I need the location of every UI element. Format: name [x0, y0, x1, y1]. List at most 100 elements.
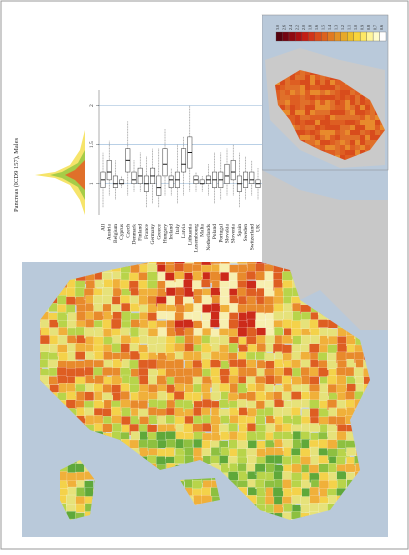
inset-region	[375, 125, 380, 130]
inset-region	[330, 140, 335, 145]
inset-region	[280, 95, 285, 100]
inset-region	[355, 90, 360, 95]
region	[147, 359, 158, 370]
legend-label: 0.6	[379, 25, 384, 30]
region	[309, 366, 319, 377]
region	[345, 391, 356, 400]
inset-region	[330, 120, 335, 125]
region	[156, 359, 166, 371]
legend-swatch	[353, 31, 361, 42]
inset-region	[310, 140, 315, 145]
x-tick-label: Czech	[125, 224, 131, 238]
region	[40, 343, 51, 353]
inset-region	[310, 95, 315, 100]
inset-region	[295, 95, 300, 100]
legend-swatch	[347, 31, 354, 42]
legend-label: 1.3	[333, 25, 338, 30]
inset-region	[315, 100, 320, 105]
inset-region	[375, 120, 380, 125]
region	[119, 279, 131, 290]
legend-swatch	[366, 31, 374, 42]
inset-region	[330, 90, 335, 95]
inset-region	[320, 80, 325, 85]
inset-region	[320, 145, 325, 150]
inset-region	[285, 80, 290, 85]
inset-region	[375, 115, 380, 120]
inset-region	[325, 125, 330, 130]
region	[103, 351, 113, 361]
x-tick-label: Poland	[212, 224, 218, 240]
x-tick-label: Portugal	[218, 224, 224, 243]
box	[119, 179, 125, 184]
region	[121, 311, 132, 322]
inset-region	[340, 145, 345, 150]
legend-swatch	[308, 31, 315, 42]
inset-region	[340, 155, 345, 160]
region	[75, 351, 86, 360]
region	[75, 463, 85, 473]
inset-region	[340, 105, 345, 110]
inset-region	[370, 130, 375, 135]
inset-region	[335, 130, 340, 135]
legend-label: 0.7	[372, 25, 377, 30]
inset-region	[355, 110, 360, 115]
inset-region	[335, 135, 340, 140]
inset-region	[350, 135, 355, 140]
inset-region	[310, 105, 315, 110]
region	[317, 319, 330, 328]
box	[106, 160, 112, 181]
legend-label: 1.5	[321, 25, 326, 30]
inset-region	[365, 110, 370, 115]
inset-region	[355, 105, 360, 110]
inset-region	[340, 140, 345, 145]
region	[328, 335, 339, 345]
inset-region	[305, 75, 310, 80]
region	[256, 448, 267, 458]
region	[301, 479, 311, 489]
inset-region	[330, 80, 335, 85]
box	[168, 175, 174, 188]
inset-region	[355, 130, 360, 135]
region	[111, 318, 122, 330]
inset-region	[315, 130, 320, 135]
inset-region	[355, 140, 360, 145]
inset-region	[300, 135, 305, 140]
region	[192, 480, 203, 490]
region	[255, 415, 266, 425]
legend-swatch	[327, 31, 335, 42]
inset-region	[310, 90, 315, 95]
legend-label: 2.6	[282, 25, 287, 30]
chart-title: Pancreas (ICD9 157), Males	[13, 138, 20, 212]
inset-region	[370, 135, 375, 140]
region	[57, 295, 68, 306]
inset-region	[365, 115, 370, 120]
inset-region	[315, 115, 320, 120]
inset-region	[320, 85, 325, 90]
region	[183, 423, 195, 433]
inset-region	[360, 140, 365, 145]
inset-region	[300, 85, 305, 90]
inset-region	[325, 140, 330, 145]
inset-region	[345, 100, 350, 105]
region	[282, 471, 293, 481]
inset-region	[295, 125, 300, 130]
region	[129, 295, 140, 305]
inset-region	[330, 150, 335, 155]
region	[75, 503, 86, 513]
region	[336, 399, 347, 410]
inset-region	[350, 130, 355, 135]
inset-region	[330, 110, 335, 115]
x-tick-label: All	[101, 224, 107, 232]
legend-swatch	[282, 31, 290, 42]
inset-region	[380, 125, 385, 130]
inset-region	[310, 100, 315, 105]
inset-region	[345, 85, 350, 90]
inset-region	[360, 145, 365, 150]
inset-region	[275, 85, 280, 90]
inset-region	[305, 100, 310, 105]
inset-region	[325, 115, 330, 120]
inset-region	[350, 120, 355, 125]
region	[274, 358, 284, 368]
inset-region	[360, 150, 365, 155]
inset-region	[340, 125, 345, 130]
